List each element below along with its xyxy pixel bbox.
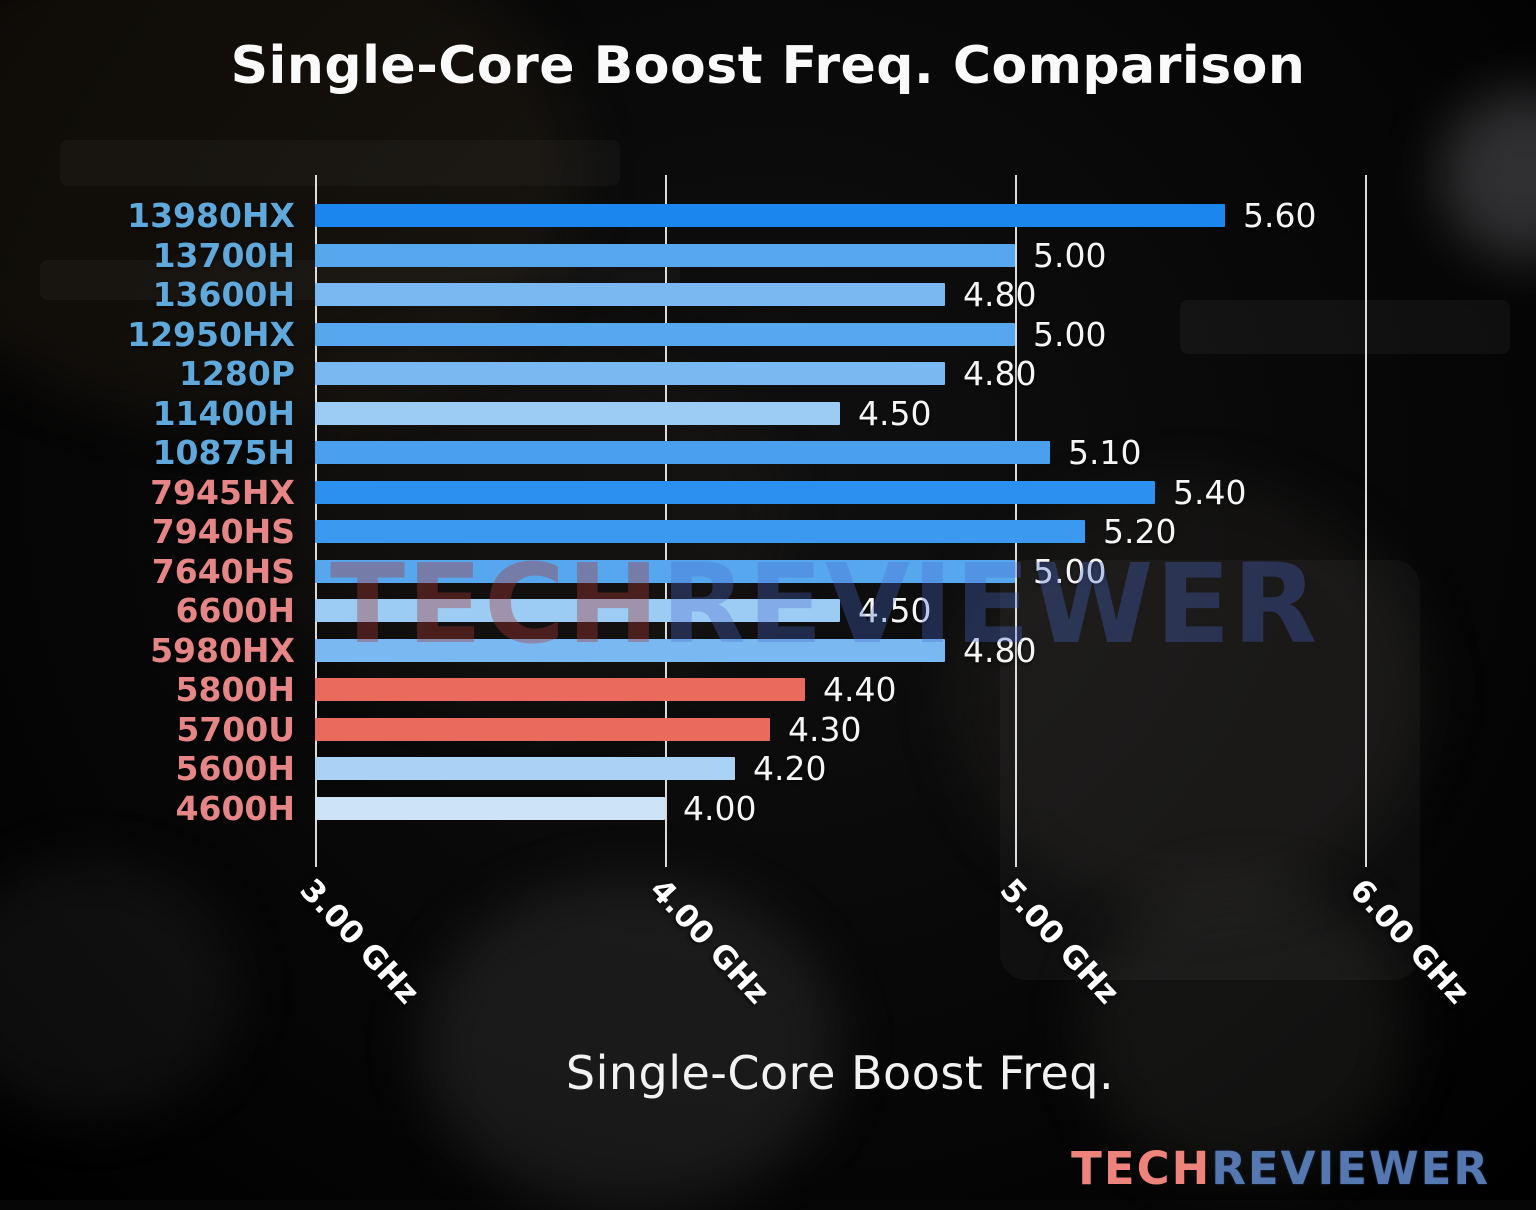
value-label: 4.50: [858, 393, 932, 433]
value-label: 4.50: [858, 591, 932, 631]
bar-track: 4.30: [315, 713, 1365, 746]
category-label: 1280P: [178, 354, 295, 394]
brand-logo: TECHREVIEWER: [1071, 1142, 1490, 1195]
category-label: 5980HX: [150, 630, 295, 670]
value-label: 4.80: [963, 275, 1037, 315]
bar-row: 7945HX 5.40: [0, 473, 1365, 513]
bar-track: 5.00: [315, 318, 1365, 351]
value-label: 5.40: [1173, 472, 1247, 512]
value-label: 4.20: [753, 749, 827, 789]
bar-track: 4.50: [315, 594, 1365, 627]
bar-track: 5.60: [315, 199, 1365, 232]
bar-row: 13600H 4.80: [0, 275, 1365, 315]
bar: [315, 520, 1085, 544]
bar-track: 4.50: [315, 397, 1365, 430]
category-label: 7940HS: [151, 512, 295, 552]
category-label: 5700U: [176, 709, 295, 749]
category-label: 7640HS: [151, 551, 295, 591]
bar-track: 4.40: [315, 673, 1365, 706]
chart-title: Single-Core Boost Freq. Comparison: [230, 36, 1306, 96]
category-label: 5800H: [175, 670, 295, 710]
bar-row: 13980HX 5.60: [0, 196, 1365, 236]
category-label: 4600H: [175, 788, 295, 828]
brand-logo-tech: TECH: [1071, 1142, 1212, 1195]
category-label: 5600H: [175, 749, 295, 789]
category-label: 6600H: [175, 591, 295, 631]
category-label: 11400H: [152, 393, 295, 433]
bar: [315, 401, 840, 425]
bar-row: 11400H 4.50: [0, 394, 1365, 434]
value-label: 5.60: [1243, 196, 1317, 236]
bar-row: 5980HX 4.80: [0, 631, 1365, 671]
background-component: [1180, 300, 1510, 354]
background-texture: [950, 480, 1430, 910]
value-label: 5.00: [1033, 235, 1107, 275]
bar-track: 4.80: [315, 634, 1365, 667]
value-label: 5.00: [1033, 314, 1107, 354]
x-tick-label: 5.00 GHz: [992, 872, 1126, 1012]
category-label: 13980HX: [127, 196, 295, 236]
bar: [315, 678, 805, 702]
x-tick-label: 4.00 GHz: [642, 872, 776, 1012]
value-label: 5.10: [1068, 433, 1142, 473]
bar-row: 4600H 4.00: [0, 789, 1365, 829]
background-texture: [1080, 880, 1410, 1180]
bar-row: 1280P 4.80: [0, 354, 1365, 394]
bar: [315, 599, 840, 623]
bar-track: 5.20: [315, 515, 1365, 548]
bar-row: 7940HS 5.20: [0, 512, 1365, 552]
x-tick-label: 3.00 GHz: [292, 872, 426, 1012]
value-label: 5.20: [1103, 512, 1177, 552]
bar: [315, 322, 1015, 346]
bar: [315, 638, 945, 662]
bar-track: 4.80: [315, 357, 1365, 390]
brand-logo-reviewer: REVIEWER: [1211, 1142, 1490, 1195]
bar-row: 7640HS 5.00: [0, 552, 1365, 592]
bar-track: 5.00: [315, 239, 1365, 272]
value-label: 4.80: [963, 354, 1037, 394]
bar-row: 5800H 4.40: [0, 670, 1365, 710]
bar: [315, 243, 1015, 267]
bar-row: 5700U 4.30: [0, 710, 1365, 750]
bar: [315, 796, 665, 820]
category-label: 12950HX: [127, 314, 295, 354]
bar: [315, 441, 1050, 465]
category-label: 13700H: [152, 235, 295, 275]
bar-track: 4.20: [315, 752, 1365, 785]
value-label: 4.40: [823, 670, 897, 710]
bar-row: 5600H 4.20: [0, 749, 1365, 789]
bar-row: 6600H 4.50: [0, 591, 1365, 631]
bar: [315, 480, 1155, 504]
bar: [315, 757, 735, 781]
x-axis-label: Single-Core Boost Freq.: [565, 1046, 1115, 1100]
value-label: 4.00: [683, 788, 757, 828]
category-label: 7945HX: [150, 472, 295, 512]
bar-chart: 13980HX 5.60 13700H 5.00 13600H 4.80 12950HX 5.…: [0, 196, 1365, 828]
bar-row: 13700H 5.00: [0, 236, 1365, 276]
x-tick-label: 6.00 GHz: [1342, 872, 1476, 1012]
background-texture: [420, 880, 840, 1210]
bar-track: 4.00: [315, 792, 1365, 825]
bar-row: 10875H 5.10: [0, 433, 1365, 473]
category-label: 10875H: [152, 433, 295, 473]
value-label: 4.30: [788, 709, 862, 749]
gridline: [1365, 175, 1367, 867]
category-label: 13600H: [152, 275, 295, 315]
bar-track: 5.40: [315, 476, 1365, 509]
bar: [315, 559, 1015, 583]
bar: [315, 283, 945, 307]
bar-track: 4.80: [315, 278, 1365, 311]
bar-row: 12950HX 5.00: [0, 315, 1365, 355]
bar: [315, 204, 1225, 228]
bar-track: 5.10: [315, 436, 1365, 469]
value-label: 5.00: [1033, 551, 1107, 591]
bar-track: 5.00: [315, 555, 1365, 588]
background-texture: [0, 860, 240, 1120]
value-label: 4.80: [963, 630, 1037, 670]
bar: [315, 717, 770, 741]
bar: [315, 362, 945, 386]
